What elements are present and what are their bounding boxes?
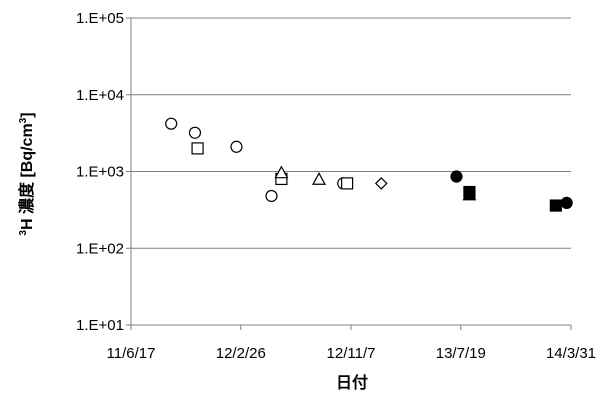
data-point-circle-open bbox=[188, 126, 202, 139]
x-tick-label: 14/3/31 bbox=[546, 345, 596, 362]
y-axis-title-suffix: ] bbox=[19, 112, 36, 117]
y-axis-title: 3H 濃度 [Bq/cm3] bbox=[17, 112, 36, 235]
y-axis-title-unit-superscript: 3 bbox=[18, 117, 29, 123]
y-axis-title-superscript: 3 bbox=[18, 230, 29, 236]
y-tick-label: 1.E+03 bbox=[76, 164, 124, 181]
x-tick-labels: 11/6/17 12/2/26 12/11/7 13/7/19 14/3/31 bbox=[107, 345, 596, 362]
data-point-square-open bbox=[191, 142, 204, 155]
data-point-circle-filled bbox=[560, 196, 573, 209]
x-tick-label: 12/11/7 bbox=[327, 345, 376, 362]
x-tick-label: 12/2/26 bbox=[216, 345, 266, 362]
data-point-circle-open bbox=[165, 117, 178, 130]
y-tick-label: 1.E+01 bbox=[76, 317, 124, 334]
x-tick-label: 11/6/17 bbox=[107, 345, 156, 362]
y-tick-label: 1.E+02 bbox=[76, 240, 124, 257]
data-point-triangle-open bbox=[312, 172, 327, 185]
gridlines bbox=[131, 17, 571, 249]
data-point-triangle-filled bbox=[462, 187, 477, 201]
data-point-triangle-open bbox=[274, 165, 289, 179]
data-point-diamond-open bbox=[374, 177, 388, 190]
data-point-circle-open bbox=[230, 140, 243, 153]
y-tick-labels: 1.E+01 1.E+02 1.E+03 1.E+04 1.E+05 bbox=[76, 10, 124, 334]
y-tick-label: 1.E+04 bbox=[76, 87, 124, 104]
data-point-circle-open bbox=[265, 189, 278, 203]
data-point-square-open bbox=[341, 177, 354, 190]
data-points bbox=[165, 117, 573, 212]
axes bbox=[126, 17, 572, 330]
x-axis-title: 日付 bbox=[336, 373, 368, 392]
y-tick-label: 1.E+05 bbox=[76, 10, 124, 27]
x-tick-label: 13/7/19 bbox=[436, 345, 486, 362]
y-axis-title-main: H 濃度 [Bq/cm bbox=[17, 123, 36, 230]
data-point-square-filled bbox=[549, 199, 562, 212]
data-point-circle-filled bbox=[450, 170, 463, 183]
